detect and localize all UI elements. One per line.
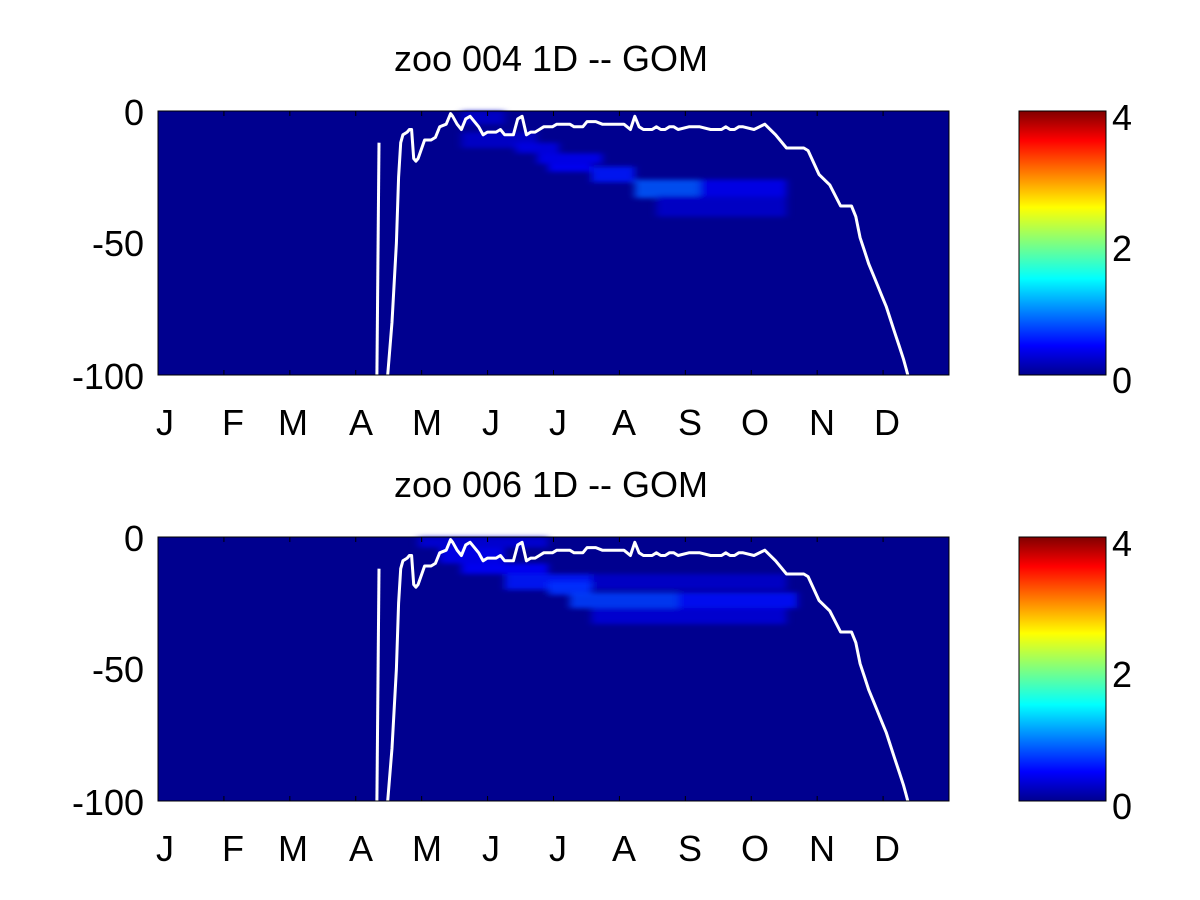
x-tick-label-dec: D bbox=[874, 828, 900, 869]
heatmap-cell-4 bbox=[548, 163, 592, 172]
x-tick-label-apr: A bbox=[349, 828, 373, 869]
chart-panel-1: zoo 004 1D -- GOM 0 -50 -100 J F M A M J… bbox=[72, 38, 1132, 443]
heatmap-cell-7 bbox=[699, 179, 787, 199]
heatmap-cell-5 bbox=[548, 581, 592, 596]
plot-frame bbox=[157, 110, 950, 376]
heatmap-cell-8 bbox=[591, 608, 787, 625]
y-tick-label-0: 0 bbox=[124, 92, 144, 133]
colorbar: 4 2 0 bbox=[1018, 97, 1132, 401]
x-tick-label-oct: O bbox=[741, 402, 769, 443]
y-tick-label-minus-50: -50 bbox=[92, 649, 144, 690]
y-tick-label-minus-100: -100 bbox=[72, 782, 144, 823]
x-tick-labels: J F M A M J J A S O N D bbox=[156, 402, 900, 443]
vertical-depth-line bbox=[375, 142, 381, 376]
heatmap-cell-2 bbox=[515, 142, 559, 154]
heatmap-cell-6 bbox=[634, 179, 700, 199]
colorbar-tick-label-4: 4 bbox=[1112, 523, 1132, 564]
x-tick-label-jun: J bbox=[482, 828, 500, 869]
x-tick-label-feb: F bbox=[222, 828, 244, 869]
mixed-layer-depth-line bbox=[386, 112, 910, 376]
plot-frame bbox=[157, 536, 950, 802]
x-tick-label-dec: D bbox=[874, 402, 900, 443]
x-tick-label-may: M bbox=[412, 402, 442, 443]
x-tick-label-jun: J bbox=[482, 402, 500, 443]
y-tick-label-minus-50: -50 bbox=[92, 223, 144, 264]
heatmap-cell-2 bbox=[461, 563, 549, 574]
x-tick-label-mar: M bbox=[278, 402, 308, 443]
heatmap-cell-4 bbox=[591, 573, 787, 590]
heatmap-bands bbox=[418, 537, 798, 625]
x-tick-label-may: M bbox=[412, 828, 442, 869]
chart-title: zoo 006 1D -- GOM bbox=[394, 464, 708, 505]
colorbar-tick-label-0: 0 bbox=[1112, 786, 1132, 827]
y-tick-label-minus-100: -100 bbox=[72, 356, 144, 397]
x-tick-label-jan: J bbox=[156, 402, 174, 443]
heatmap-cell-5 bbox=[591, 166, 635, 183]
x-tick-label-nov: N bbox=[809, 828, 835, 869]
vertical-depth-line bbox=[375, 568, 381, 802]
x-tick-label-sep: S bbox=[678, 828, 702, 869]
x-tick-label-apr: A bbox=[349, 402, 373, 443]
colorbar-gradient bbox=[1018, 536, 1107, 802]
heatmap-cell-7 bbox=[678, 592, 798, 609]
y-tick-label-0: 0 bbox=[124, 518, 144, 559]
x-tick-label-jul: J bbox=[549, 828, 567, 869]
colorbar-tick-label-0: 0 bbox=[1112, 360, 1132, 401]
x-tick-labels: J F M A M J J A S O N D bbox=[156, 828, 900, 869]
x-tick-label-jan: J bbox=[156, 828, 174, 869]
heatmap-cell-6 bbox=[569, 592, 679, 609]
heatmap-cell-3 bbox=[537, 153, 603, 164]
x-tick-label-aug: A bbox=[612, 402, 636, 443]
colorbar-gradient bbox=[1018, 110, 1107, 376]
x-tick-label-jul: J bbox=[549, 402, 567, 443]
heatmap-cell-1 bbox=[439, 547, 505, 564]
x-tick-label-mar: M bbox=[278, 828, 308, 869]
x-tick-label-nov: N bbox=[809, 402, 835, 443]
x-tick-label-oct: O bbox=[741, 828, 769, 869]
colorbar-tick-label-2: 2 bbox=[1112, 228, 1132, 269]
mixed-layer-depth-line bbox=[386, 538, 910, 802]
x-tick-label-aug: A bbox=[612, 828, 636, 869]
x-tick-label-feb: F bbox=[222, 402, 244, 443]
colorbar-tick-label-4: 4 bbox=[1112, 97, 1132, 138]
heatmap-bands bbox=[461, 111, 787, 217]
heatmap-cell-8 bbox=[656, 195, 787, 217]
heatmap-cell-0 bbox=[418, 537, 549, 548]
chart-title: zoo 004 1D -- GOM bbox=[394, 38, 708, 79]
colorbar-tick-label-2: 2 bbox=[1112, 654, 1132, 695]
x-tick-label-sep: S bbox=[678, 402, 702, 443]
colorbar: 4 2 0 bbox=[1018, 523, 1132, 827]
chart-panel-2: zoo 006 1D -- GOM 0 -50 -100 J F M A M J… bbox=[72, 464, 1132, 869]
